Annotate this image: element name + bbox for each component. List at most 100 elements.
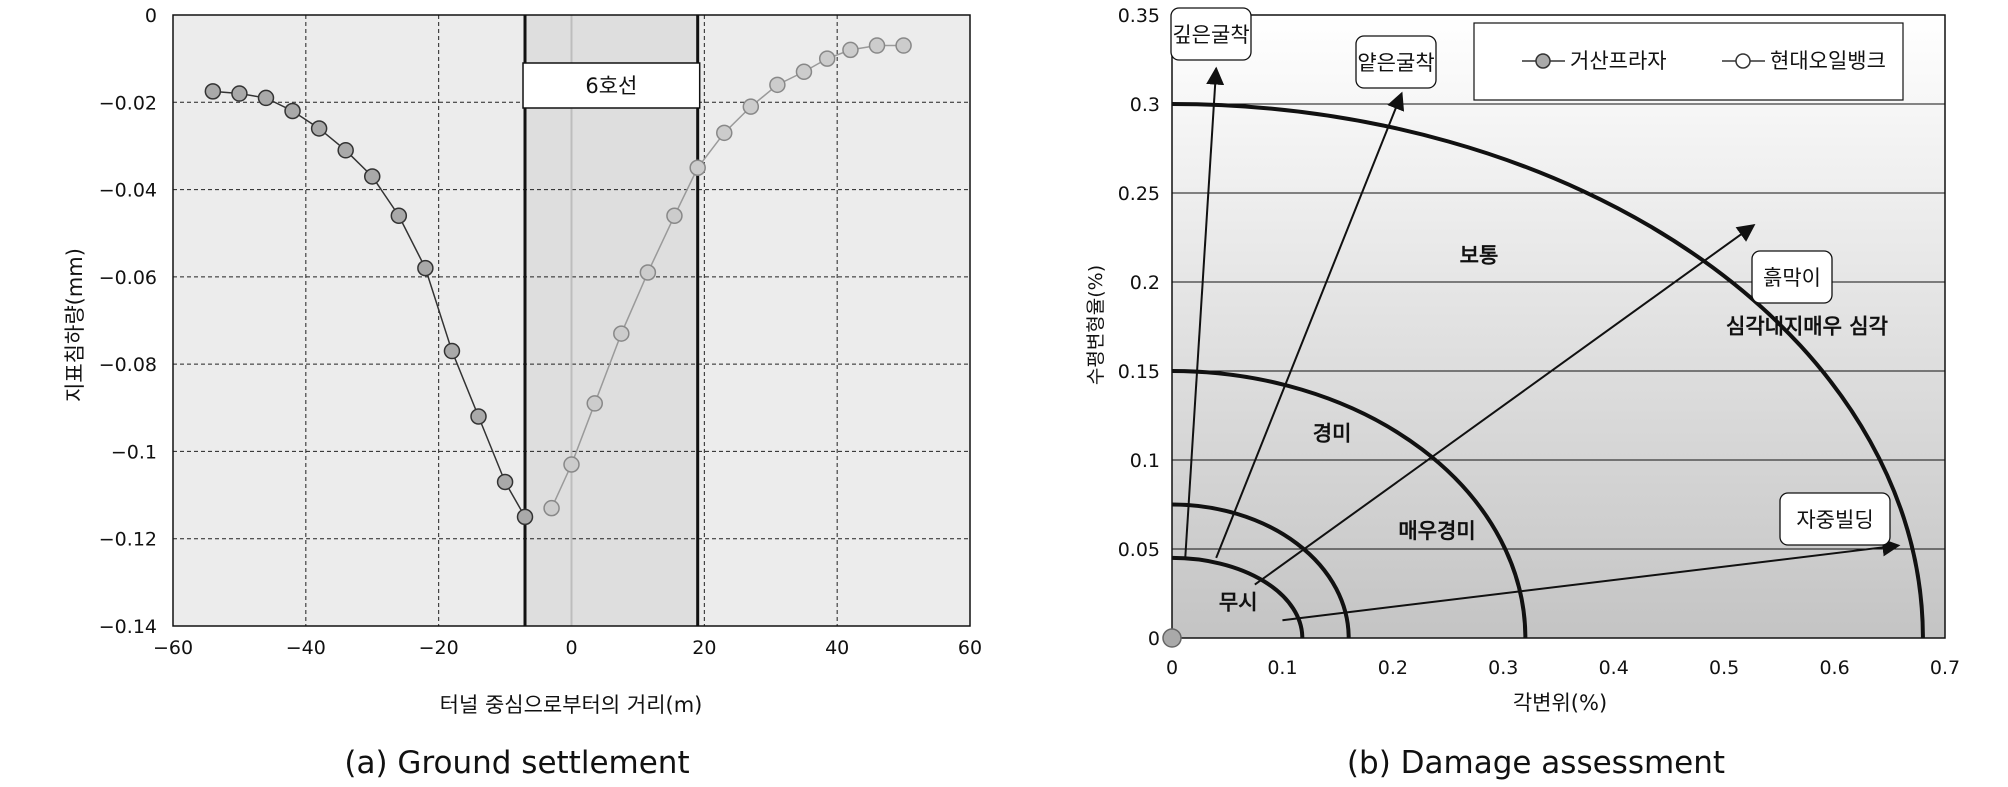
arrow-label-callout: 흙막이	[1751, 250, 1833, 304]
arrow-line	[1215, 91, 1405, 559]
data-point	[204, 83, 222, 100]
plot-frame	[172, 14, 971, 627]
y-tick-label: −0.04	[99, 180, 157, 202]
arrow-label-callout: 자중빌딩	[1779, 492, 1891, 546]
data-point	[795, 63, 813, 80]
data-point	[586, 395, 603, 412]
data-point	[390, 207, 408, 225]
y-tick-label: −0.06	[99, 267, 157, 289]
settlement-series	[204, 37, 912, 526]
legend-entry-1: 거산프라자	[1522, 49, 1667, 73]
legend-marker-2	[1735, 53, 1751, 69]
x-tick-labels: −60 −40 −20 0 20 40 60	[153, 637, 982, 659]
zone-boundary-무시	[1171, 555, 1305, 639]
data-point	[284, 102, 301, 120]
x-tick-label: 40	[825, 637, 849, 659]
zone-boundary-보통	[1171, 102, 1925, 639]
data-point	[470, 408, 487, 425]
data-point	[842, 41, 859, 59]
x-tick-label: 0.4	[1599, 657, 1629, 679]
y-tick-label: 0.1	[1130, 450, 1160, 472]
arrow-line	[1184, 66, 1225, 558]
arrow-label: 깊은굴착	[1172, 23, 1249, 47]
plot-frame	[1171, 14, 1946, 639]
zone-label: 무시	[1219, 590, 1258, 614]
y-tick-labels: 0 −0.02 −0.04 −0.06 −0.08 −0.1 −0.12 −0.14	[99, 5, 157, 638]
arrow-label: 흙막이	[1763, 266, 1821, 290]
data-point	[231, 85, 248, 102]
y-tick-label: −0.14	[99, 616, 157, 638]
x-tick-label: 0	[565, 637, 577, 659]
legend-label-2: 현대오일뱅크	[1770, 49, 1886, 73]
x-tick-label: 0.7	[1930, 657, 1960, 679]
zone-label: 경미	[1313, 421, 1352, 445]
x-tick-label: 0.2	[1378, 657, 1408, 679]
y-tick-label: 0.05	[1118, 539, 1160, 561]
data-point	[689, 159, 706, 176]
zone-boundaries	[1171, 102, 1925, 639]
x-tick-label: 0.1	[1267, 657, 1297, 679]
x-tick-label: −40	[286, 637, 326, 659]
data-point	[769, 76, 786, 94]
zone-boundary-경미	[1171, 369, 1528, 639]
legend: 거산프라자 현대오일뱅크	[1473, 22, 1904, 101]
data-point	[543, 499, 560, 517]
data-point	[257, 89, 275, 107]
data-point	[666, 207, 683, 225]
callout-box	[1779, 492, 1891, 546]
x-tick-label: 0.6	[1819, 657, 1849, 679]
y-tick-label: 0.15	[1118, 361, 1160, 383]
x-tick-label: 0.3	[1488, 657, 1518, 679]
y-tick-label: 0.3	[1130, 94, 1160, 116]
y-tick-label: −0.1	[111, 441, 157, 463]
data-point	[639, 264, 657, 281]
y-tick-label: 0	[145, 5, 157, 27]
callout-box	[1170, 7, 1252, 61]
y-tick-label: −0.02	[99, 92, 157, 114]
gridlines	[1172, 103, 1945, 550]
arrow-label-callout: 얕은굴착	[1355, 35, 1437, 89]
arrows	[1184, 66, 1901, 622]
data-point	[613, 325, 630, 342]
zone-label: 매우경미	[1398, 519, 1475, 543]
data-point	[895, 37, 912, 54]
x-axis-label: 각변위(%)	[1513, 691, 1607, 715]
data-point	[337, 142, 354, 159]
legend-entry-2: 현대오일뱅크	[1722, 49, 1886, 73]
arrow-label-callout: 깊은굴착	[1170, 7, 1252, 61]
tunnel-label: 6호선	[585, 74, 637, 98]
y-axis-label: 지표침하량(mm)	[63, 248, 87, 402]
legend-label-1: 거산프라자	[1570, 49, 1667, 73]
x-tick-label: −20	[419, 637, 459, 659]
ground-settlement-chart: 6호선 −60 −40 −20 0 20 40 60 0 −0.02 −0.04 −0.06 −0.…	[63, 5, 982, 781]
zone-label: 보통	[1460, 243, 1499, 267]
y-tick-label: −0.08	[99, 354, 157, 376]
arrow-line	[1254, 223, 1756, 586]
x-tick-labels: 0 0.1 0.2 0.3 0.4 0.5 0.6 0.7	[1166, 657, 1960, 679]
data-point	[516, 508, 534, 526]
data-point	[443, 342, 461, 360]
callout-box	[1751, 250, 1833, 304]
data-point	[310, 120, 328, 137]
y-tick-label: 0.35	[1118, 5, 1160, 27]
data-point	[417, 259, 434, 277]
caption-b: (b) Damage assessment	[1347, 745, 1725, 781]
y-tick-label: 0	[1148, 628, 1160, 650]
zone-boundary-매우경미	[1171, 502, 1351, 639]
x-tick-label: −60	[153, 637, 193, 659]
data-point	[742, 98, 760, 115]
zone-label: 심각내지매우 심각	[1726, 315, 1888, 339]
y-axis-label: 수평변형율(%)	[1085, 265, 1107, 385]
x-tick-label: 60	[958, 637, 982, 659]
data-point	[1162, 628, 1182, 648]
arrow-label: 얕은굴착	[1357, 51, 1434, 75]
arrow-line	[1282, 538, 1901, 622]
y-tick-label: 0.2	[1130, 272, 1160, 294]
data-point	[716, 124, 733, 142]
arrow-label: 자중빌딩	[1796, 508, 1873, 532]
x-tick-label: 0.5	[1709, 657, 1739, 679]
